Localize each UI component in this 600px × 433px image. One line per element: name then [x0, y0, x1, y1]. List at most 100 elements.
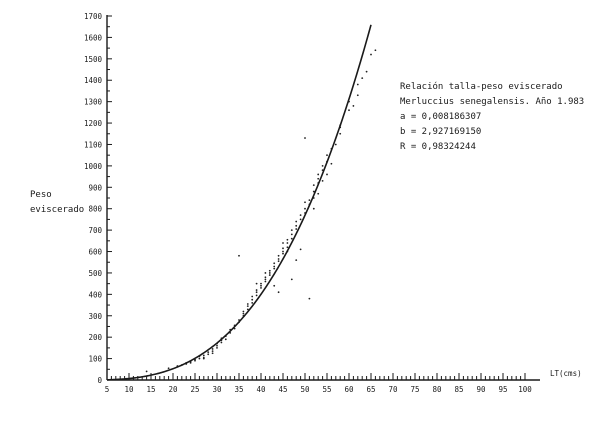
x-tick-group: 5 10 15 20 25 30 35 40 45 50 55 60 65 70 75 80 85 90 95 100	[105, 373, 532, 394]
data-point	[273, 267, 276, 270]
data-point	[211, 348, 214, 350]
y-tick-label: 300	[88, 312, 102, 321]
data-point	[317, 192, 320, 195]
data-point	[282, 252, 284, 255]
regression-annotation: Relación talla-peso eviscerado Merlucciu…	[400, 80, 584, 155]
data-point	[268, 269, 271, 272]
x-tick-label: 20	[168, 385, 178, 394]
annotation-b: b = 2,927169150	[400, 127, 482, 137]
y-tick-label: 1100	[84, 140, 103, 149]
y-tick-label: 1300	[84, 98, 103, 107]
y-axis-label-line-2: eviscerado	[30, 205, 85, 215]
data-point	[216, 346, 218, 349]
data-point	[299, 214, 302, 217]
x-tick-label: 55	[322, 385, 331, 394]
data-point	[290, 278, 293, 281]
data-point	[145, 370, 148, 373]
data-point	[255, 282, 258, 285]
data-point	[251, 298, 254, 301]
data-point	[370, 53, 372, 56]
data-point	[255, 291, 258, 294]
data-point	[286, 246, 289, 249]
y-tick-label: 1700	[84, 12, 103, 21]
x-axis-label: LT(cms)	[550, 369, 582, 378]
data-point	[277, 291, 280, 294]
data-point	[361, 77, 364, 79]
axes-group	[106, 15, 540, 381]
data-point	[260, 287, 262, 289]
data-point	[264, 272, 267, 274]
data-point	[238, 254, 240, 257]
data-point	[242, 312, 245, 315]
x-tick-label: 35	[234, 385, 243, 394]
y-tick-label: 600	[88, 248, 102, 257]
data-point	[312, 190, 315, 193]
data-point	[321, 164, 324, 167]
data-point	[260, 282, 262, 285]
data-point	[198, 357, 201, 360]
data-point	[255, 294, 258, 297]
data-point	[207, 351, 210, 354]
data-point	[299, 248, 302, 251]
data-point	[202, 357, 205, 360]
data-point	[282, 242, 284, 244]
x-tick-label: 45	[278, 385, 287, 394]
data-point	[295, 224, 298, 227]
data-point	[334, 143, 337, 146]
data-point	[202, 354, 205, 357]
y-tick-label: 1200	[84, 119, 103, 128]
data-point	[330, 162, 333, 165]
data-point	[264, 280, 267, 283]
y-tick-label: 1400	[84, 76, 103, 85]
y-tick-label: 400	[88, 290, 102, 299]
data-point	[242, 310, 245, 313]
x-tick-label: 10	[124, 385, 134, 394]
y-axis-label: Peso eviscerado	[30, 188, 84, 218]
data-point	[251, 302, 254, 304]
x-tick-label: 5	[105, 385, 110, 394]
y-tick-label: 1600	[84, 33, 103, 42]
data-point	[167, 367, 170, 370]
data-point	[268, 272, 271, 274]
y-tick-label: 0	[97, 376, 102, 385]
data-point	[277, 254, 280, 257]
annotation-r: R = 0,98324244	[400, 142, 476, 152]
x-tick-label: 65	[366, 385, 375, 394]
data-point	[264, 278, 267, 281]
data-point	[282, 250, 284, 253]
data-point	[317, 177, 320, 180]
x-tick-label: 80	[432, 385, 442, 394]
data-point	[308, 297, 311, 300]
data-point	[348, 109, 350, 112]
data-point	[246, 303, 249, 305]
y-tick-label: 200	[88, 333, 102, 342]
data-point	[304, 207, 306, 210]
data-point	[286, 242, 289, 244]
data-point	[299, 218, 302, 221]
data-point	[211, 352, 214, 355]
data-point	[290, 233, 293, 236]
data-point	[273, 262, 276, 265]
data-point	[374, 49, 377, 52]
annotation-species: Merluccius senegalensis. Año 1.983	[400, 97, 585, 107]
data-point	[326, 173, 328, 176]
y-tick-label: 800	[88, 205, 102, 214]
data-point	[277, 258, 280, 260]
data-point	[260, 284, 262, 287]
data-point	[224, 338, 227, 341]
x-tick-label: 85	[454, 385, 463, 394]
data-point	[282, 247, 284, 250]
x-tick-label: 60	[344, 385, 354, 394]
data-point	[352, 105, 355, 107]
data-point	[286, 238, 289, 241]
data-point	[246, 308, 249, 311]
data-point	[290, 237, 293, 240]
data-point	[356, 94, 359, 97]
data-points	[145, 49, 377, 373]
data-point	[216, 344, 218, 347]
y-axis-label-line-1: Peso	[30, 190, 52, 200]
data-point	[255, 289, 258, 291]
data-point	[295, 220, 298, 223]
data-point	[317, 173, 320, 176]
